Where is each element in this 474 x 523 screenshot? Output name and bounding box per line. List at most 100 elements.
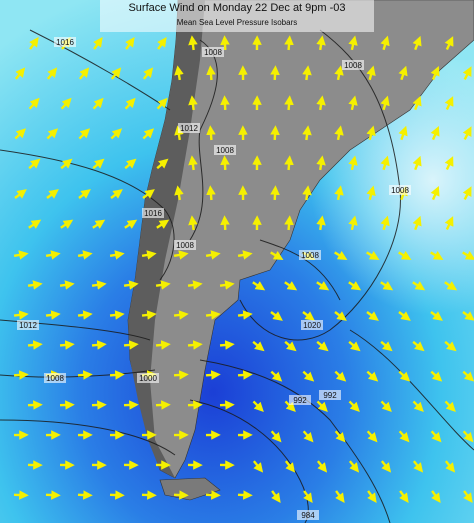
wind-arrow <box>92 158 105 170</box>
wind-arrow <box>270 430 282 443</box>
wind-arrow <box>174 185 184 201</box>
wind-arrow <box>13 370 29 380</box>
wind-arrow <box>444 400 456 412</box>
wind-arrow <box>462 126 472 140</box>
wind-arrow <box>109 250 125 260</box>
isobar-label-bg <box>17 320 39 330</box>
wind-arrow <box>444 96 454 111</box>
wind-arrow <box>46 67 58 80</box>
wind-arrow <box>252 460 264 473</box>
isobar-label: 1016 <box>56 38 74 47</box>
isobar-label-bg <box>44 373 66 383</box>
wind-arrow <box>430 125 440 141</box>
wind-arrow <box>110 67 122 80</box>
wind-arrow <box>430 185 440 201</box>
isobar-label: 992 <box>323 391 337 400</box>
isobar-label-bg <box>319 390 341 400</box>
isobar-label-bg <box>174 240 196 250</box>
wind-arrow <box>412 35 422 51</box>
wind-arrow <box>334 125 344 141</box>
wind-arrow <box>270 370 283 382</box>
wind-arrow <box>123 280 139 290</box>
isobar-label: 1012 <box>19 321 37 330</box>
wind-arrow <box>380 340 393 352</box>
wind-arrow <box>303 490 313 503</box>
wind-arrow <box>46 128 59 140</box>
wind-arrow <box>348 460 360 473</box>
wind-arrow <box>271 490 281 503</box>
isobar-label: 1008 <box>204 48 222 57</box>
wind-arrow <box>366 430 378 443</box>
wind-arrow <box>206 125 216 141</box>
wind-arrow <box>28 158 41 170</box>
wind-arrow <box>13 250 29 260</box>
isobar-label-bg <box>342 60 364 70</box>
wind-arrow <box>237 250 253 260</box>
isobar-label-bg <box>289 395 311 405</box>
wind-arrow <box>380 281 394 291</box>
wind-arrow <box>173 310 189 320</box>
wind-arrow <box>348 400 360 412</box>
wind-arrow <box>173 370 189 380</box>
wind-arrow <box>316 215 326 231</box>
isobar-label: 1008 <box>216 146 234 155</box>
wind-arrow <box>316 460 328 473</box>
wind-arrow <box>188 95 198 111</box>
wind-arrow <box>380 155 390 171</box>
wind-arrow <box>334 185 344 201</box>
wind-arrow <box>141 310 157 320</box>
wind-arrow <box>205 250 221 260</box>
wind-arrow <box>316 155 326 171</box>
isobar <box>0 149 175 281</box>
wind-arrow <box>252 281 266 291</box>
wind-arrow <box>302 370 315 382</box>
wind-arrow <box>366 125 376 141</box>
wind-arrow <box>188 215 198 231</box>
wind-arrow <box>187 340 203 350</box>
wind-arrow <box>398 370 411 382</box>
subtitle: Mean Sea Level Pressure Isobars <box>177 18 298 27</box>
wind-arrow <box>335 490 345 503</box>
wind-arrow <box>398 311 411 321</box>
wind-arrow <box>412 460 424 473</box>
wind-arrow <box>173 250 189 260</box>
wind-arrows <box>13 35 474 503</box>
wind-arrow <box>59 280 75 290</box>
wind-arrow <box>220 35 230 51</box>
wind-arrow <box>60 158 73 170</box>
wind-arrow <box>28 219 42 229</box>
wind-arrow <box>14 67 26 80</box>
wind-arrow <box>316 281 330 291</box>
wind-arrow <box>462 66 472 80</box>
wind-arrow <box>431 490 441 503</box>
wind-arrow <box>380 400 392 412</box>
wind-arrow <box>77 370 93 380</box>
wind-arrow <box>155 280 171 290</box>
wind-arrow <box>14 189 27 199</box>
wind-arrow <box>348 281 362 291</box>
wind-arrow <box>237 370 253 380</box>
wind-arrow <box>270 250 284 260</box>
wind-arrow <box>302 125 312 141</box>
wind-arrow <box>219 340 235 350</box>
wind-arrow <box>92 97 104 110</box>
wind-arrow <box>142 67 154 80</box>
wind-arrow <box>444 36 454 51</box>
wind-arrow <box>316 35 326 51</box>
wind-arrow <box>27 340 43 350</box>
wind-arrow <box>188 155 198 171</box>
wind-arrow <box>123 340 139 350</box>
wind-arrow <box>430 65 440 81</box>
wind-arrow <box>206 185 216 201</box>
wind-arrow <box>462 186 472 200</box>
wind-arrow <box>430 430 442 443</box>
wind-arrow <box>156 219 170 229</box>
wind-arrow <box>142 189 155 199</box>
wind-arrow <box>45 310 61 320</box>
wind-arrow <box>316 95 326 111</box>
wind-arrow <box>59 340 75 350</box>
wind-arrow <box>366 311 379 321</box>
wind-arrow <box>13 310 29 320</box>
wind-arrow <box>302 185 312 201</box>
